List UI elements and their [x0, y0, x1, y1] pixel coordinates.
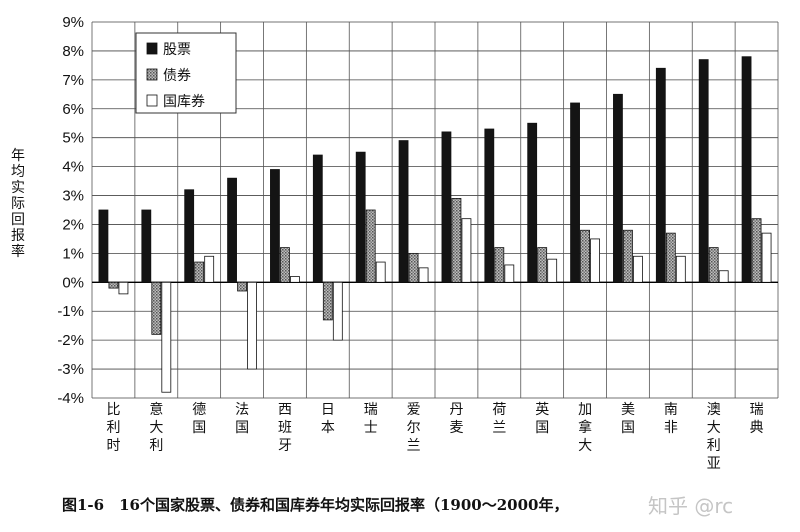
x-category-label: 德国	[192, 402, 206, 436]
bar	[227, 177, 237, 283]
y-tick-label: 1%	[62, 245, 84, 262]
x-category-label: 爱尔兰	[407, 402, 421, 454]
bar	[708, 247, 719, 283]
bar	[590, 238, 600, 283]
bar	[355, 151, 366, 283]
y-tick-label: -3%	[57, 361, 84, 378]
bar	[698, 59, 709, 283]
legend-label: 债券	[163, 68, 191, 84]
bar	[675, 255, 686, 283]
bar	[204, 255, 215, 283]
bar	[332, 281, 343, 341]
bar	[161, 281, 172, 393]
y-tick-label: 8%	[62, 43, 84, 60]
bar	[570, 102, 580, 283]
x-category-label: 澳大利亚	[707, 402, 721, 472]
y-tick-label: 5%	[62, 130, 84, 147]
bar	[194, 261, 205, 283]
bar	[741, 56, 752, 283]
bar	[312, 154, 323, 283]
bar	[527, 122, 538, 283]
bar	[665, 232, 676, 283]
x-category-label: 瑞士	[364, 402, 378, 436]
y-tick-label: 6%	[62, 101, 84, 118]
x-category-label: 瑞典	[750, 402, 764, 436]
bar	[547, 258, 558, 283]
y-tick-label: 2%	[62, 216, 84, 233]
x-category-label: 日本	[321, 402, 335, 436]
x-category-label: 意大利	[149, 401, 163, 454]
y-tick-label: -2%	[57, 332, 84, 349]
bar	[613, 93, 623, 283]
bar	[365, 209, 376, 283]
bar	[375, 261, 386, 283]
bar	[461, 218, 472, 283]
x-category-label: 加拿大	[578, 402, 592, 454]
bar	[118, 281, 129, 295]
y-axis-label: 年均实际回报率	[11, 148, 25, 260]
bar	[451, 198, 462, 283]
y-tick-label: -1%	[57, 303, 84, 320]
bar	[322, 281, 333, 321]
x-category-label: 比利时	[106, 402, 120, 454]
y-tick-label: -4%	[57, 390, 84, 407]
x-category-label: 西班牙	[278, 402, 292, 454]
y-tick-label: 9%	[62, 14, 84, 31]
bar	[633, 255, 643, 283]
bar	[247, 281, 257, 370]
x-category-label: 法国	[235, 402, 249, 436]
bar	[751, 218, 762, 283]
x-category-label: 美国	[621, 402, 635, 436]
bar	[237, 281, 247, 292]
bar	[655, 67, 666, 283]
y-tick-label: 0%	[62, 274, 84, 291]
watermark: 知乎 @rc	[648, 494, 734, 518]
x-category-label: 英国	[535, 401, 549, 436]
bar	[580, 229, 590, 283]
bar	[280, 247, 290, 283]
figure-caption: 图1-6 16个国家股票、债券和国库券年均实际回报率（1900～2000年，	[62, 496, 569, 514]
bar	[418, 267, 429, 283]
legend-swatch	[146, 94, 158, 107]
bar	[151, 281, 162, 335]
legend-label: 股票	[163, 42, 191, 58]
bar	[504, 264, 515, 283]
legend-swatch	[146, 68, 158, 81]
bar	[408, 252, 419, 283]
bar	[270, 169, 280, 283]
bar-chart: -4% -3% -2% -1% 0% 1% 2% 3% 4% 5% 6% 7% 8% 9% 比利时 意大利 德国…	[11, 14, 779, 472]
bar	[108, 281, 119, 289]
x-category-label: 荷兰	[492, 402, 506, 436]
bar	[494, 247, 505, 283]
bar	[537, 247, 548, 283]
y-tick-label: 3%	[62, 188, 84, 205]
bar	[441, 131, 452, 283]
bar	[290, 276, 300, 283]
bar	[141, 209, 152, 283]
x-category-label: 丹麦	[449, 402, 463, 436]
y-tick-label: 4%	[62, 159, 84, 176]
x-category-label: 南非	[664, 402, 678, 436]
legend-label: 国库券	[163, 94, 205, 110]
bar	[184, 189, 195, 283]
bar	[398, 140, 409, 283]
y-tick-label: 7%	[62, 72, 84, 89]
bar	[761, 232, 772, 283]
bar	[98, 209, 109, 283]
bar	[484, 128, 495, 283]
bar	[718, 270, 729, 283]
legend-swatch	[146, 42, 158, 55]
bar	[623, 229, 633, 283]
